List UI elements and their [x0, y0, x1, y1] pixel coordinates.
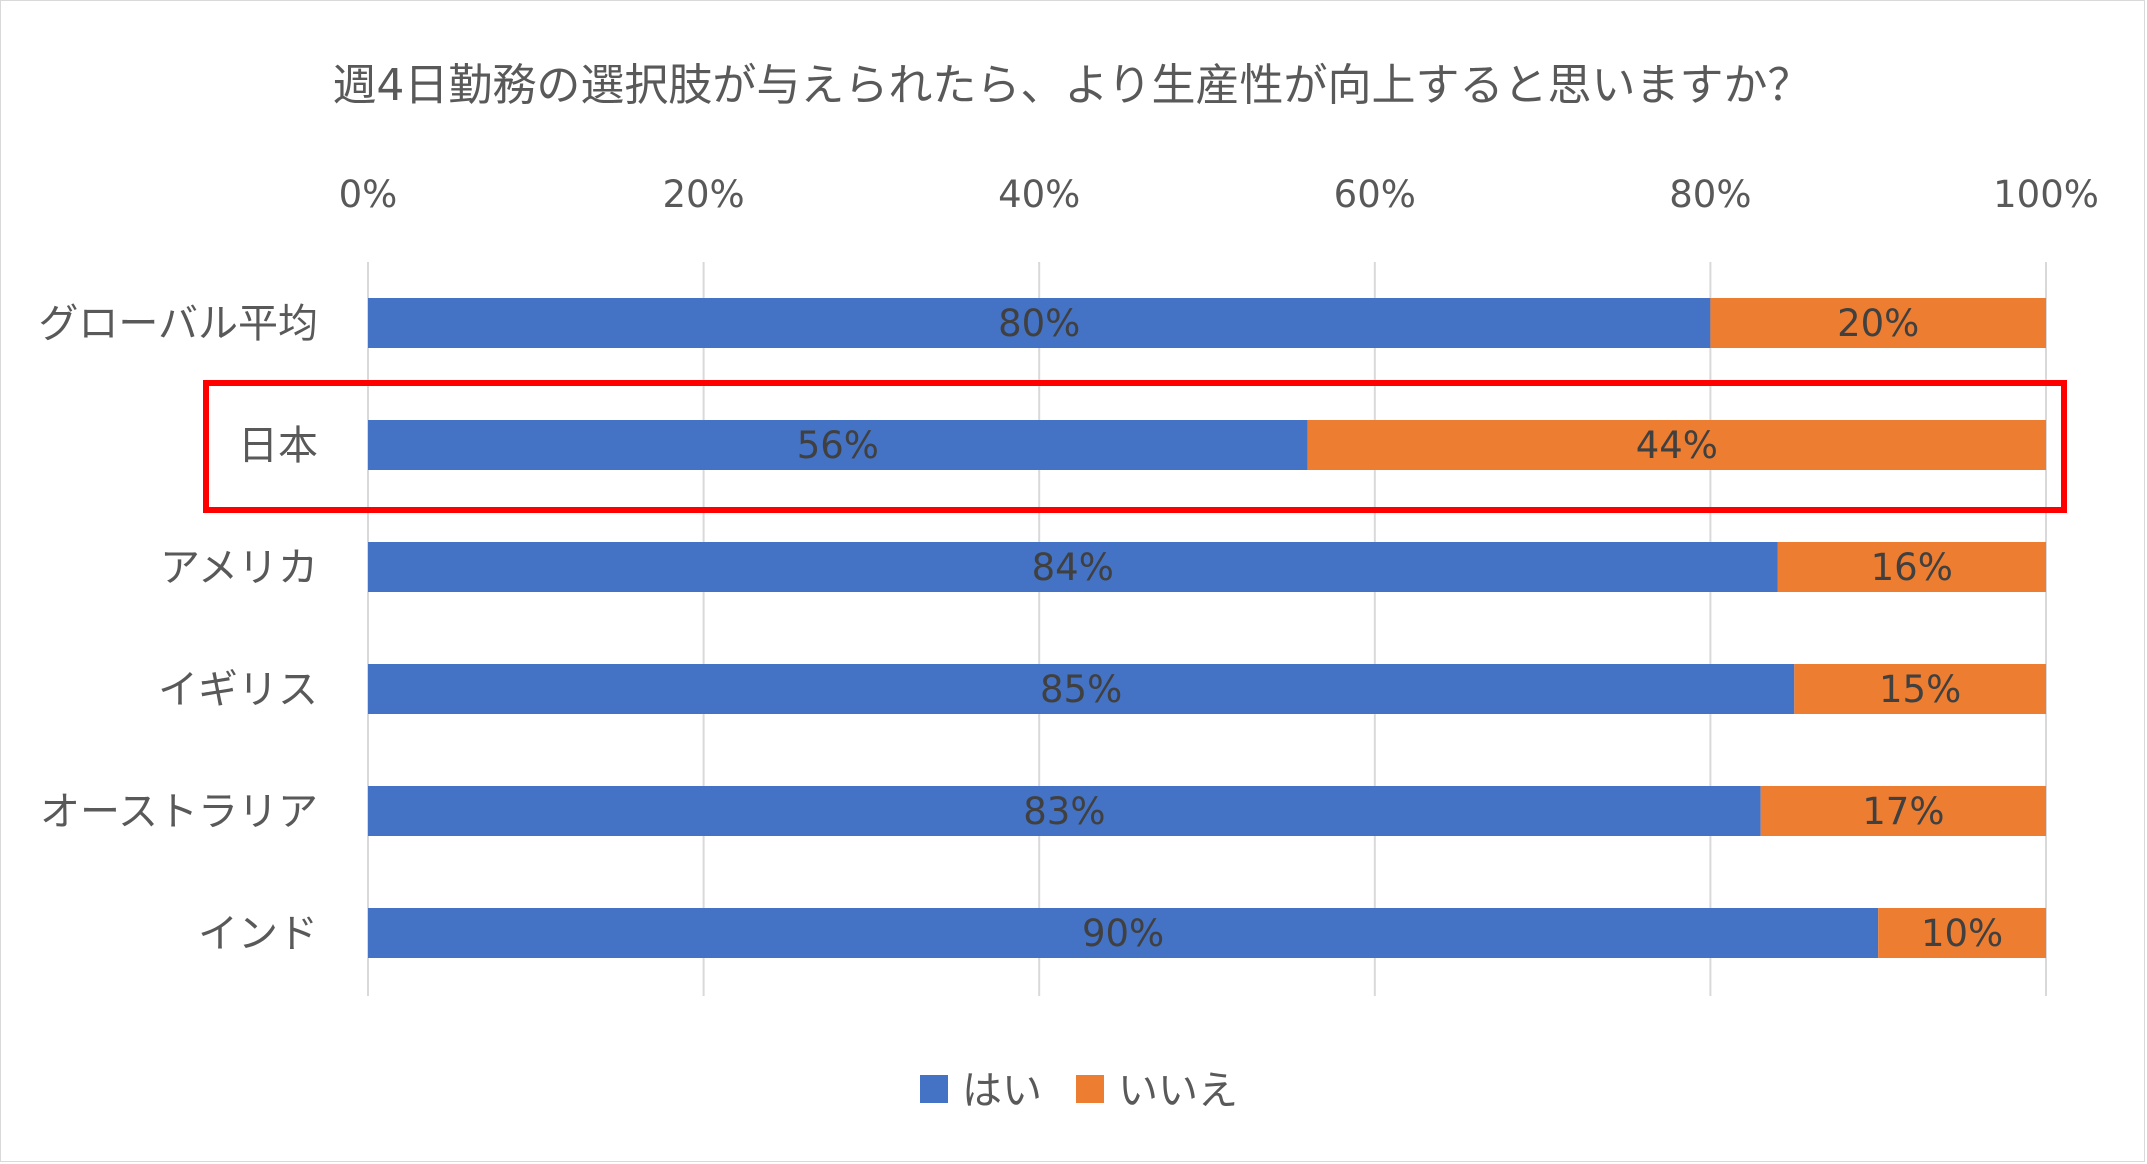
- data-label: 80%: [998, 302, 1080, 345]
- data-label: 90%: [1082, 912, 1164, 955]
- data-label: 20%: [1837, 302, 1919, 345]
- x-tick-label: 0%: [339, 173, 398, 216]
- legend-label: いいえ: [1118, 1068, 1238, 1114]
- bar-segment: [368, 908, 1879, 958]
- data-label: 56%: [797, 424, 879, 467]
- chart-title: 週4日勤務の選択肢が与えられたら、より生産性が向上すると思いますか？: [332, 60, 1811, 111]
- highlight-box: [203, 380, 2067, 513]
- bar-segment: [368, 664, 1795, 714]
- x-axis-ticks: 0% 20% 40% 60% 80% 100%: [339, 173, 2099, 216]
- x-tick-label: 40%: [998, 173, 1080, 216]
- category-label: 日本: [238, 423, 318, 469]
- data-label: 44%: [1636, 424, 1718, 467]
- category-label: イギリス: [158, 667, 318, 713]
- data-label: 15%: [1879, 668, 1961, 711]
- data-label: 84%: [1032, 546, 1114, 589]
- data-label: 16%: [1871, 546, 1953, 589]
- bars: 80% 20% 56% 44% 84% 16% 85% 15% 83% 17% 90% 10%: [368, 298, 2046, 958]
- category-label: グローバル平均: [38, 301, 318, 347]
- legend: はい いいえ: [920, 1068, 1238, 1114]
- legend-swatch: [920, 1075, 948, 1103]
- legend-label: はい: [962, 1068, 1042, 1114]
- bar-segment: [368, 298, 1711, 348]
- data-label: 83%: [1023, 790, 1105, 833]
- bar-segment: [1710, 298, 2046, 348]
- category-label: インド: [198, 911, 318, 957]
- bar-segment: [368, 786, 1761, 836]
- bar-segment: [1307, 420, 2046, 470]
- data-label: 10%: [1921, 912, 2003, 955]
- grid-lines: [367, 262, 2047, 996]
- bar-segment: [1760, 786, 2046, 836]
- legend-swatch: [1076, 1075, 1104, 1103]
- bar-segment: [1777, 542, 2046, 592]
- category-label: オーストラリア: [40, 789, 318, 835]
- bar-segment: [368, 542, 1778, 592]
- highlight-rect: [203, 380, 2067, 513]
- data-label: 85%: [1040, 668, 1122, 711]
- x-tick-label: 60%: [1334, 173, 1416, 216]
- x-tick-label: 80%: [1669, 173, 1751, 216]
- x-tick-label: 20%: [662, 173, 744, 216]
- bar-segment: [368, 420, 1308, 470]
- x-tick-label: 100%: [1993, 173, 2099, 216]
- bar-segment: [1794, 664, 2046, 714]
- category-label: アメリカ: [160, 545, 318, 591]
- bar-segment: [1878, 908, 2046, 958]
- data-label: 17%: [1862, 790, 1944, 833]
